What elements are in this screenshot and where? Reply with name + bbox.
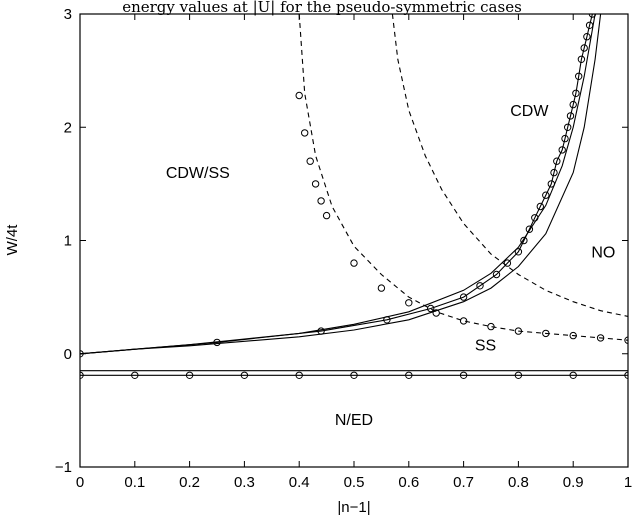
series-2-marker <box>536 202 544 211</box>
y-axis-title: W/4t <box>4 224 21 256</box>
series-2-marker <box>317 327 325 335</box>
series-2-marker <box>514 248 523 256</box>
series-4-marker <box>459 317 468 325</box>
y-tick-label: 1 <box>64 233 72 250</box>
series-line-1 <box>80 14 596 355</box>
series-7-marker <box>405 371 413 379</box>
series-2-marker <box>492 270 501 279</box>
x-tick-label: 1 <box>624 474 632 491</box>
series-7-marker <box>514 371 523 379</box>
caption-fragment: energy values at |U| for the pseudo-symm… <box>122 0 522 16</box>
series-4-marker <box>317 197 325 205</box>
series-7-marker <box>240 371 249 379</box>
series-4-marker <box>377 284 386 292</box>
series-7-marker <box>80 371 84 379</box>
x-axis-title: |n−1| <box>337 499 370 516</box>
x-tick-label: 0.1 <box>124 474 145 491</box>
series-2-marker <box>561 134 569 143</box>
series-2-marker <box>572 89 580 98</box>
series-7-marker <box>131 371 139 379</box>
series-2-marker <box>583 33 591 41</box>
x-tick-label: 0.4 <box>289 474 310 491</box>
region-label: NO <box>591 244 615 261</box>
series-2-marker <box>383 316 391 324</box>
series-4-marker <box>405 299 413 307</box>
series-2-marker <box>459 293 468 301</box>
series-2-marker <box>580 44 588 52</box>
region-label: N/ED <box>335 412 373 429</box>
series-2-marker <box>585 21 594 29</box>
series-2-marker <box>577 55 586 63</box>
series-7-marker <box>624 371 628 379</box>
series-2-marker <box>427 304 435 313</box>
series-line-2 <box>80 14 593 355</box>
series-4-marker <box>306 157 314 165</box>
series-2-marker <box>542 191 550 199</box>
x-tick-label: 0.6 <box>398 474 419 491</box>
series-2-marker <box>564 123 572 132</box>
x-tick-label: 0.8 <box>508 474 529 491</box>
x-tick-label: 0.7 <box>453 474 474 491</box>
x-tick-label: 0.5 <box>344 474 365 491</box>
series-4-marker <box>487 322 495 331</box>
y-tick-label: 2 <box>64 119 72 136</box>
series-4-marker <box>432 309 440 317</box>
series-2-marker <box>553 157 561 165</box>
series-2-marker <box>550 168 558 177</box>
series-4-marker <box>295 91 303 100</box>
series-4-marker <box>514 327 523 335</box>
series-4-marker <box>596 334 605 342</box>
series-4-marker <box>569 331 577 340</box>
series-2-marker <box>547 180 555 188</box>
region-label: CDW/SS <box>166 165 230 182</box>
series-2-marker <box>588 14 597 18</box>
series-2-marker <box>503 259 512 267</box>
series-line-5 <box>391 14 628 317</box>
series-4-marker <box>624 336 628 344</box>
x-tick-label: 0.3 <box>234 474 255 491</box>
region-label: SS <box>475 337 496 354</box>
region-label: CDW <box>510 103 549 120</box>
x-tick-label: 0 <box>76 474 84 491</box>
plot-frame <box>79 13 629 468</box>
series-line-0 <box>80 14 602 355</box>
series-4-marker <box>350 259 358 267</box>
series-2-marker <box>575 72 583 81</box>
series-7-marker <box>569 371 577 379</box>
series-line-3 <box>298 14 628 341</box>
series-4-marker <box>542 329 550 338</box>
series-2-marker <box>80 350 84 358</box>
series-2-marker <box>558 146 566 154</box>
series-4-marker <box>301 129 309 137</box>
y-tick-label: 3 <box>64 6 72 23</box>
series-4-marker <box>322 211 331 220</box>
series-group <box>80 14 628 379</box>
series-2-marker <box>531 214 539 222</box>
series-2-marker <box>520 236 528 245</box>
series-clip-group <box>80 14 628 379</box>
region-labels: CDW/SS CDW NO SS N/ED <box>166 103 616 429</box>
series-7-marker <box>350 371 358 379</box>
series-7-marker <box>459 371 468 379</box>
series-2-marker <box>213 338 221 347</box>
y-tick-label: −1 <box>55 459 72 476</box>
x-tick-label: 0.2 <box>179 474 200 491</box>
series-2-marker <box>476 282 484 290</box>
series-7-marker <box>185 371 194 379</box>
series-4-marker <box>311 180 320 188</box>
series-2-marker <box>569 100 577 109</box>
series-2-marker <box>525 225 534 233</box>
series-7-marker <box>295 371 303 379</box>
x-tick-label: 0.9 <box>563 474 584 491</box>
y-tick-label: 0 <box>64 346 72 363</box>
series-2-marker <box>566 112 575 120</box>
